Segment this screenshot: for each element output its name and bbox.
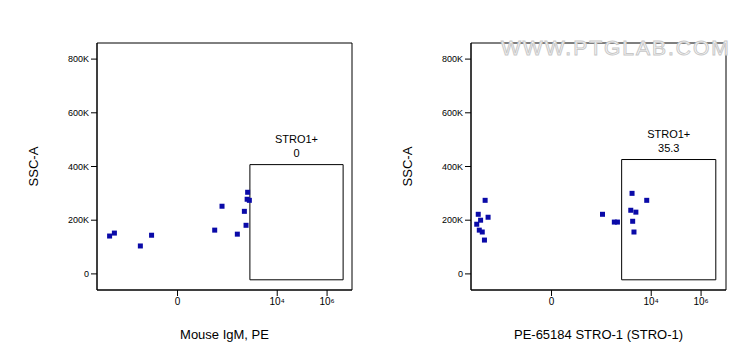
html-text:WWW.PTGLAB.COM: WWW.PTGLAB.COM	[501, 36, 731, 59]
svg-text:0: 0	[175, 296, 181, 307]
svg-text:600K: 600K	[442, 108, 463, 118]
svg-text:STRO1+: STRO1+	[275, 133, 318, 145]
svg-text:STRO1+: STRO1+	[647, 128, 690, 140]
svg-text:Mouse IgM, PE: Mouse IgM, PE	[180, 327, 269, 342]
svg-text:0: 0	[84, 269, 89, 279]
svg-text:600K: 600K	[68, 108, 89, 118]
svg-text:PE-65184 STRO-1 (STRO-1): PE-65184 STRO-1 (STRO-1)	[514, 327, 683, 342]
svg-text:800K: 800K	[442, 54, 463, 64]
svg-text:800K: 800K	[68, 54, 89, 64]
svg-text:200K: 200K	[68, 215, 89, 225]
svg-text:10⁴: 10⁴	[644, 296, 659, 307]
svg-text:35.3: 35.3	[658, 142, 679, 154]
svg-text:0: 0	[549, 296, 555, 307]
svg-text:SSC-A: SSC-A	[400, 146, 415, 186]
svg-text:200K: 200K	[442, 215, 463, 225]
svg-text:400K: 400K	[442, 162, 463, 172]
svg-text:0: 0	[293, 147, 299, 159]
svg-text:0: 0	[458, 269, 463, 279]
svg-text:SSC-A: SSC-A	[26, 146, 41, 186]
svg-text:10⁶: 10⁶	[319, 296, 334, 307]
svg-text:10⁴: 10⁴	[270, 296, 285, 307]
svg-text:10⁶: 10⁶	[693, 296, 708, 307]
svg-text:400K: 400K	[68, 162, 89, 172]
